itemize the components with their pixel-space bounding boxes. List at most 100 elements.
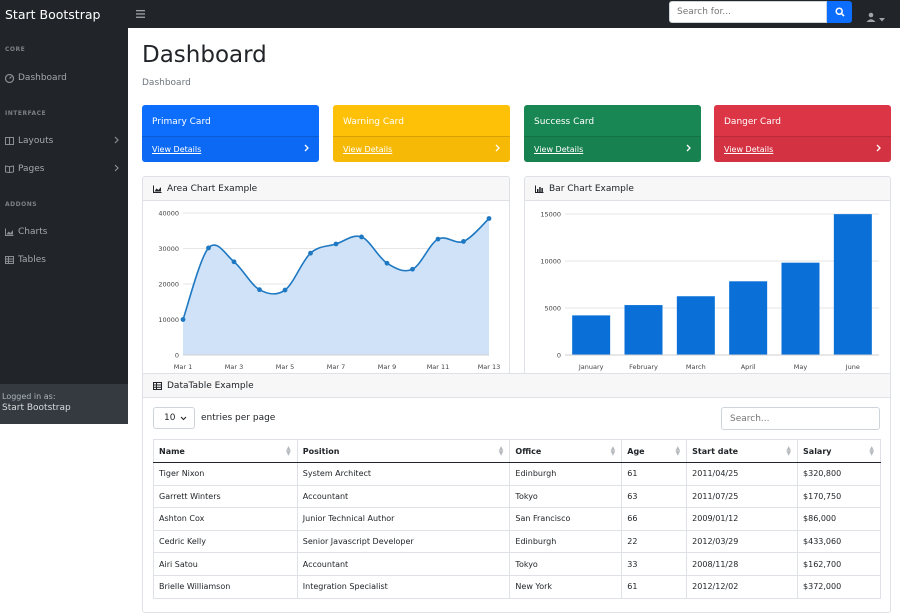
sidebar-item-label: Dashboard [18,73,67,83]
area-chart: 0 10000 20000 30000 40000 Mar 1 Mar 3 Mar 5 Mar … [158,210,500,372]
table-icon [153,381,162,390]
view-details-link[interactable]: View Details [534,145,584,154]
y-tick-label: 10000 [158,316,179,324]
chevron-down-icon [180,414,187,424]
chevron-right-icon[interactable] [304,144,309,155]
view-details-link[interactable]: View Details [724,145,774,154]
table-cell: Tiger Nixon [153,462,298,486]
navbar-search-button[interactable] [827,1,852,23]
table-row[interactable]: Ashton Cox Junior Technical Author San F… [153,507,881,531]
card-footer: View Details [142,136,319,162]
table-header-row: Name ▲ ▼ Position ▲ ▼ Office ▲ ▼ Age ▲ ▼ Start d… [153,439,881,463]
bar [833,214,872,355]
bar [676,296,715,355]
user-menu[interactable] [866,7,885,26]
sidebar-item-charts[interactable]: Charts [0,223,128,241]
chevron-right-icon[interactable] [876,144,881,155]
entries-per-page-label: entries per page [201,413,276,423]
entries-per-page-value: 10 [164,413,176,423]
sidebar-item-dashboard[interactable]: Dashboard [0,69,128,87]
x-tick-label: Mar 1 [174,363,192,371]
column-header-name[interactable]: Name ▲ ▼ [153,439,298,463]
primary-card: Primary Card View Details [142,105,319,162]
data-point [282,287,288,293]
table-cell: Integration Specialist [297,575,511,599]
table-cell: Garrett Winters [153,485,298,509]
table-cell: 63 [621,485,688,509]
column-header-salary[interactable]: Salary ▲ ▼ [797,439,881,463]
table-cell: Cedric Kelly [153,530,298,554]
table-cell: $170,750 [797,485,881,509]
data-point [180,317,186,322]
sidebar-heading-core: CORE [5,46,26,53]
sort-icon: ▲ ▼ [786,445,792,457]
table-cell: 2011/07/25 [686,485,799,509]
brand-link[interactable]: Start Bootstrap [5,6,101,22]
table-row[interactable]: Garrett Winters Accountant Tokyo 63 2011… [153,485,881,509]
top-navbar: Start Bootstrap [0,0,900,28]
table-cell: Junior Technical Author [297,507,511,531]
table-cell: $162,700 [797,552,881,576]
logged-in-user: Start Bootstrap [2,403,71,413]
area-chart-panel: Area Chart Example 0 10000 20000 30000 40000… [142,176,510,384]
sidebar-item-pages[interactable]: Pages [0,160,128,178]
sidebar-toggle-icon[interactable] [136,8,145,21]
bar [729,281,768,355]
entries-per-page-select[interactable]: 10 [153,407,195,429]
sidebar-item-label: Tables [18,255,46,265]
table-row[interactable]: Tiger Nixon System Architect Edinburgh 6… [153,462,881,486]
card-title: Primary Card [152,117,211,127]
column-header-position[interactable]: Position ▲ ▼ [297,439,511,463]
x-tick-label: April [741,363,756,371]
bar [624,305,663,355]
data-point [231,259,237,265]
column-header-start-date[interactable]: Start date ▲ ▼ [686,439,799,463]
table-cell: Accountant [297,485,511,509]
breadcrumb: Dashboard [142,78,191,88]
page-title: Dashboard [142,42,267,68]
chevron-right-icon [114,164,119,175]
columns-icon [5,137,14,145]
sidebar-item-layouts[interactable]: Layouts [0,132,128,150]
card-footer: View Details [333,136,510,162]
column-header-age[interactable]: Age ▲ ▼ [621,439,688,463]
table-cell: 2012/03/29 [686,530,799,554]
navbar-search-input[interactable] [669,1,827,23]
y-tick-label: 15000 [540,211,561,219]
y-tick-label: 0 [175,352,179,360]
view-details-link[interactable]: View Details [152,145,202,154]
table-cell: Tokyo [509,552,623,576]
card-footer: View Details [524,136,701,162]
table-cell: $433,060 [797,530,881,554]
chart-area-icon [5,228,14,236]
table-cell: 2012/12/02 [686,575,799,599]
table-row[interactable]: Brielle Williamson Integration Specialis… [153,575,881,599]
chevron-right-icon[interactable] [686,144,691,155]
chevron-right-icon [114,136,119,147]
y-tick-label: 20000 [158,281,179,289]
sort-icon: ▲ ▼ [610,445,616,457]
book-icon [5,165,14,173]
column-header-office[interactable]: Office ▲ ▼ [509,439,623,463]
tachometer-icon [5,73,14,83]
data-point [410,266,415,272]
sidebar-item-label: Pages [18,164,45,174]
data-table: Name ▲ ▼ Position ▲ ▼ Office ▲ ▼ Age ▲ ▼ Start d… [153,439,881,599]
table-cell: Accountant [297,552,511,576]
view-details-link[interactable]: View Details [343,145,393,154]
search-icon [834,5,845,20]
sidebar-item-tables[interactable]: Tables [0,251,128,269]
table-row[interactable]: Cedric Kelly Senior Javascript Developer… [153,530,881,554]
sidebar-heading-interface: INTERFACE [5,110,47,117]
table-cell: 22 [621,530,688,554]
datatable-search-input[interactable] [721,407,880,430]
datatable-panel: DataTable Example 10 entries per page Na… [142,373,891,613]
table-cell: 66 [621,507,688,531]
card-title: Danger Card [724,117,782,127]
table-cell: 2008/11/28 [686,552,799,576]
data-point [359,234,364,240]
table-cell: $86,000 [797,507,881,531]
chevron-right-icon[interactable] [495,144,500,155]
table-row[interactable]: Airi Satou Accountant Tokyo 33 2008/11/2… [153,552,881,576]
navbar-search [669,1,852,23]
